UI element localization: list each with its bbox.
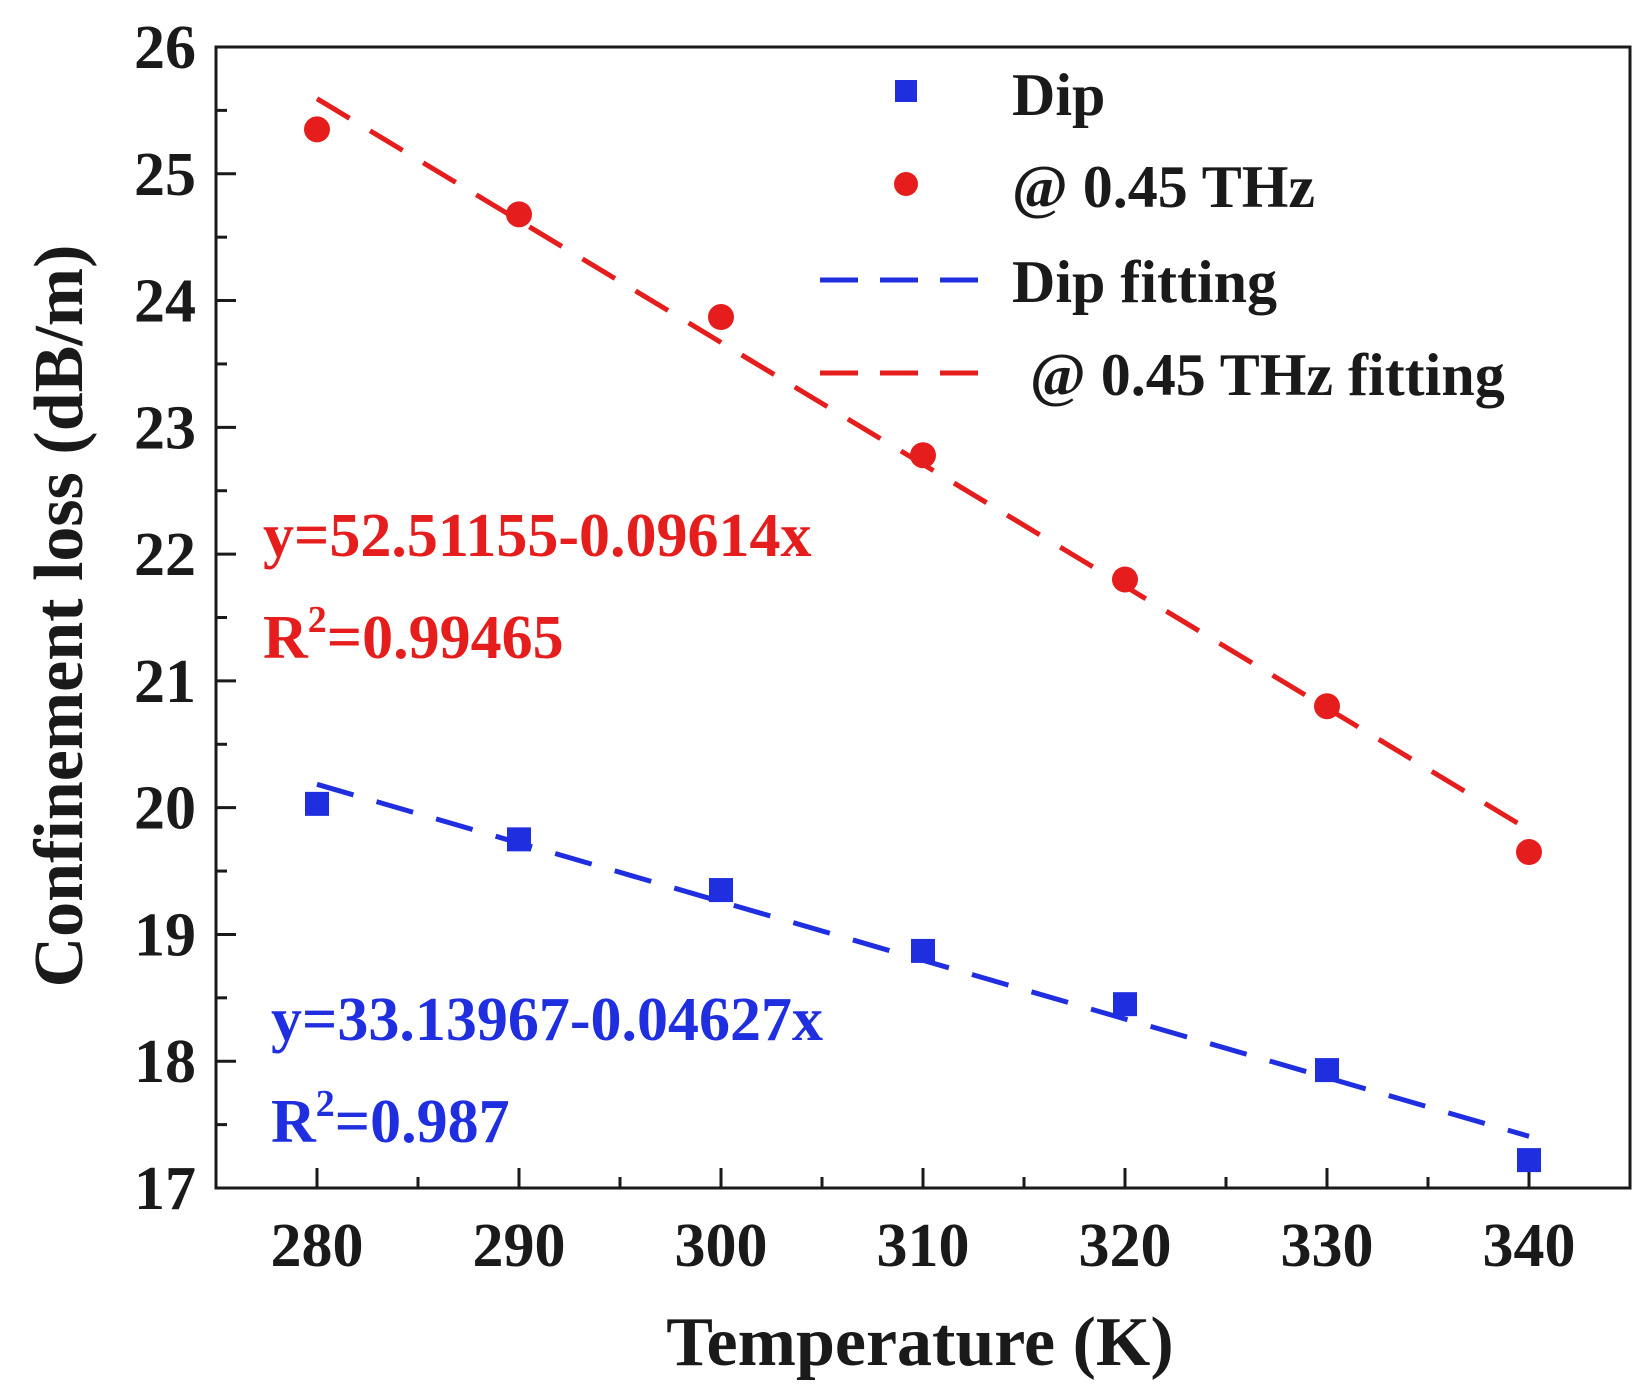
- y-tick-label: 19: [134, 901, 196, 969]
- red-fit-r2: R2=0.99465: [263, 599, 564, 672]
- blue-fit-r2: R2=0.987: [271, 1083, 510, 1156]
- y-tick-label: 18: [134, 1028, 196, 1096]
- red-r2-value: =0.99465: [327, 604, 564, 672]
- y-tick-label: 23: [134, 394, 196, 462]
- y-tick-label: 20: [134, 775, 196, 843]
- thz-point: [506, 201, 532, 228]
- y-tick-label: 26: [134, 14, 196, 82]
- x-tick-label: 300: [675, 1212, 768, 1280]
- dip-point: [305, 791, 329, 816]
- x-tick-label: 290: [473, 1212, 566, 1280]
- dip-point: [1517, 1148, 1541, 1173]
- dip-point: [1315, 1058, 1339, 1083]
- red-r2-exp: 2: [308, 599, 327, 641]
- legend-045-fit-label: @ 0.45 THz fitting: [1030, 342, 1505, 408]
- x-tick-label: 310: [877, 1212, 970, 1280]
- x-axis-title: Temperature (K): [666, 1304, 1173, 1381]
- y-tick-label: 25: [134, 141, 196, 209]
- x-tick-label: 280: [271, 1212, 364, 1280]
- thz-point: [1112, 566, 1138, 593]
- dip-point: [911, 938, 935, 963]
- blue-fit-equation: y=33.13967-0.04627x: [271, 986, 823, 1054]
- thz-point: [1314, 693, 1340, 720]
- red-fit-equation: y=52.51155-0.09614x: [263, 502, 812, 570]
- y-tick-label: 17: [134, 1155, 196, 1223]
- axes: 280 290 300 310 320 330 3401718192021222324252…: [134, 14, 1632, 1280]
- data-points: [304, 116, 1542, 1173]
- thz-point: [708, 304, 734, 331]
- y-tick-label: 24: [134, 268, 196, 336]
- blue-r2-prefix: R: [271, 1088, 317, 1156]
- blue-r2-exp: 2: [316, 1083, 335, 1125]
- y-axis-title: Confinement loss (dB/m): [21, 245, 98, 988]
- legend-dip-fit-label: Dip fitting: [1012, 249, 1277, 315]
- red-r2-prefix: R: [263, 604, 309, 672]
- thz-point: [910, 442, 936, 469]
- thz-point: [1516, 839, 1542, 866]
- legend-dip-marker: [895, 80, 917, 102]
- x-tick-label: 320: [1079, 1212, 1172, 1280]
- y-tick-label: 21: [134, 648, 196, 716]
- thz-point: [304, 116, 330, 143]
- dip-point: [709, 878, 733, 903]
- blue-r2-value: =0.987: [335, 1088, 510, 1156]
- dip-point: [507, 827, 531, 852]
- legend-045-label: @ 0.45 THz: [1012, 154, 1315, 220]
- legend-045-marker: [894, 172, 918, 196]
- legend: Dip @ 0.45 THz Dip fitting @ 0.45 THz fi…: [820, 62, 1505, 408]
- legend-dip-label: Dip: [1012, 62, 1105, 128]
- y-tick-label: 22: [134, 521, 196, 589]
- dip-point: [1113, 992, 1137, 1017]
- x-tick-label: 330: [1281, 1212, 1374, 1280]
- x-tick-label: 340: [1483, 1212, 1576, 1280]
